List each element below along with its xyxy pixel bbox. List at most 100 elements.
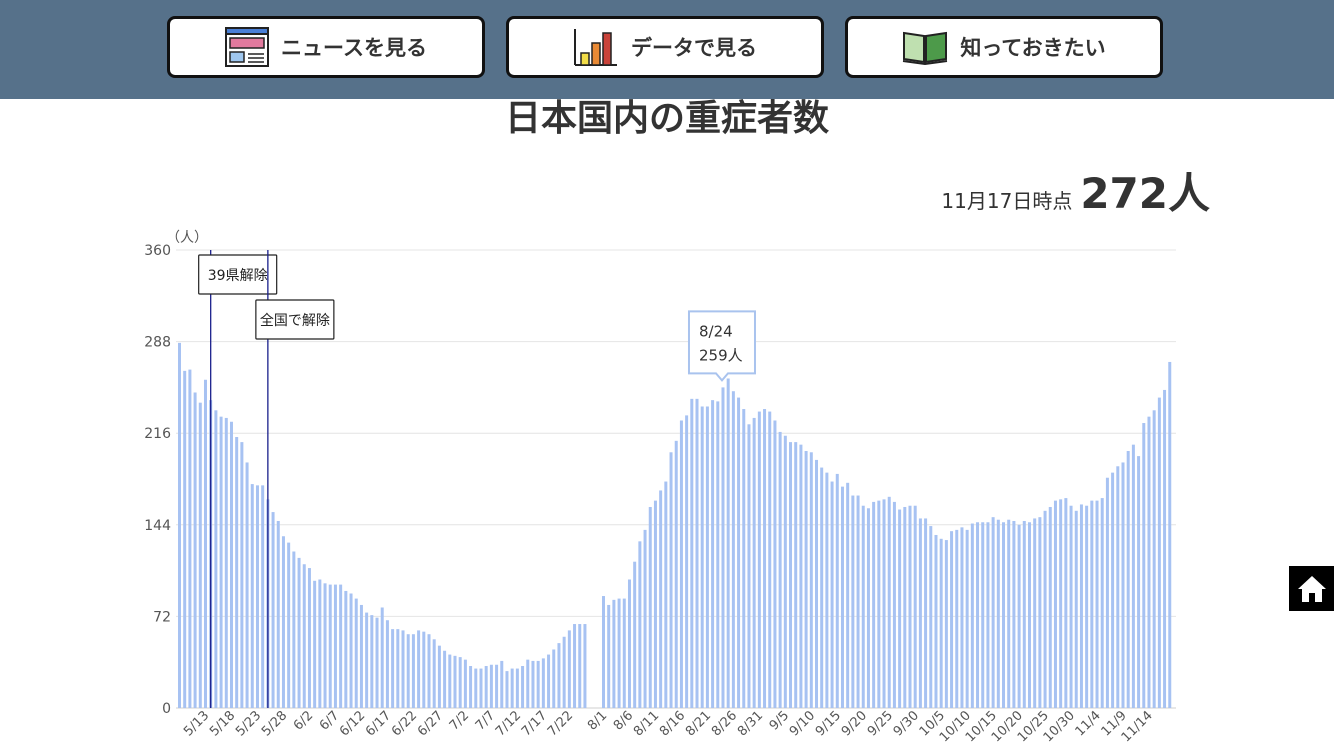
x-tick-label: 6/27 bbox=[415, 708, 446, 739]
bar bbox=[573, 624, 577, 708]
bar bbox=[752, 417, 756, 708]
x-tick-label: 9/10 bbox=[787, 708, 818, 739]
home-icon bbox=[1297, 575, 1326, 602]
news-button-label: ニュースを見る bbox=[281, 36, 427, 60]
bar bbox=[344, 590, 348, 708]
bar bbox=[1059, 499, 1063, 708]
bar bbox=[562, 636, 566, 708]
know-button-label: 知っておきたい bbox=[960, 36, 1106, 60]
bar bbox=[463, 659, 467, 708]
x-tick-label: 5/18 bbox=[207, 708, 238, 739]
bar bbox=[627, 579, 631, 708]
bar bbox=[380, 607, 384, 708]
bar bbox=[552, 649, 556, 708]
bar bbox=[820, 467, 824, 708]
event-label: 39県解除 bbox=[208, 268, 268, 284]
x-tick-label: 6/12 bbox=[337, 708, 368, 739]
bar bbox=[479, 668, 483, 708]
bar bbox=[887, 496, 891, 708]
bar bbox=[583, 624, 587, 708]
bars bbox=[178, 342, 1172, 708]
bar bbox=[411, 634, 415, 708]
bar bbox=[679, 420, 683, 708]
bar bbox=[643, 529, 647, 708]
bar bbox=[1064, 498, 1068, 708]
bar bbox=[835, 473, 839, 708]
bar bbox=[531, 660, 535, 708]
bar bbox=[950, 531, 954, 708]
bar bbox=[918, 518, 922, 708]
bar bbox=[960, 527, 964, 708]
bar bbox=[1012, 520, 1016, 708]
x-tick-label: 6/22 bbox=[389, 708, 420, 739]
x-tick-label: 8/31 bbox=[735, 708, 766, 739]
bar bbox=[1043, 510, 1047, 708]
bar bbox=[1095, 500, 1099, 708]
know-button[interactable]: 知っておきたい bbox=[845, 16, 1163, 78]
bar bbox=[339, 584, 343, 708]
bar bbox=[245, 462, 249, 708]
bar bbox=[602, 596, 605, 708]
bar bbox=[375, 617, 379, 708]
bar bbox=[892, 501, 896, 708]
bar bbox=[1121, 462, 1125, 708]
bar bbox=[250, 484, 254, 708]
x-tick-label: 8/26 bbox=[709, 708, 740, 739]
bar bbox=[913, 505, 917, 708]
bar bbox=[396, 629, 400, 708]
bar bbox=[432, 639, 436, 708]
as-of-summary: 11月17日時点 272人 bbox=[941, 160, 1210, 221]
bar bbox=[700, 406, 704, 708]
bar bbox=[1038, 517, 1042, 708]
bar bbox=[794, 442, 798, 708]
bar bbox=[851, 495, 855, 708]
bar bbox=[484, 666, 488, 708]
bar bbox=[1048, 506, 1052, 708]
bar bbox=[1069, 505, 1073, 708]
bar bbox=[526, 659, 530, 708]
bar bbox=[292, 551, 296, 708]
bar bbox=[659, 490, 663, 708]
y-tick-label: 288 bbox=[144, 335, 171, 351]
bar bbox=[193, 392, 197, 708]
bar bbox=[924, 518, 928, 708]
bar bbox=[965, 529, 969, 708]
bar bbox=[669, 452, 673, 708]
bar bbox=[1027, 522, 1031, 708]
bar bbox=[500, 660, 504, 708]
x-tick-label: 7/17 bbox=[519, 708, 550, 739]
bar bbox=[882, 499, 886, 708]
bar bbox=[1137, 456, 1141, 708]
bar bbox=[612, 599, 616, 708]
bar bbox=[1163, 389, 1167, 708]
data-button[interactable]: データで見る bbox=[506, 16, 824, 78]
bar bbox=[814, 459, 818, 708]
bar bbox=[188, 369, 192, 708]
bar bbox=[638, 541, 642, 708]
y-tick-label: 216 bbox=[144, 426, 171, 442]
home-button[interactable] bbox=[1289, 566, 1334, 611]
bar bbox=[229, 421, 233, 708]
bar bbox=[183, 370, 187, 708]
bar bbox=[1007, 519, 1011, 708]
bar bbox=[778, 431, 782, 708]
bar bbox=[721, 387, 725, 708]
bar bbox=[1100, 498, 1104, 708]
x-tick-label: 8/21 bbox=[683, 708, 714, 739]
bar bbox=[944, 540, 948, 708]
event-label: 全国で解除 bbox=[260, 312, 330, 329]
news-button[interactable]: ニュースを見る bbox=[167, 16, 485, 78]
x-tick-label: 8/11 bbox=[631, 708, 662, 739]
x-tick-label: 9/20 bbox=[839, 708, 870, 739]
bar bbox=[955, 529, 959, 708]
bar bbox=[240, 442, 244, 708]
event-label-box bbox=[198, 254, 278, 295]
bar bbox=[349, 593, 353, 708]
bar bbox=[214, 410, 218, 708]
bar bbox=[235, 437, 239, 708]
bar-chart-icon bbox=[574, 29, 617, 66]
bar bbox=[1079, 504, 1083, 708]
bar bbox=[297, 557, 301, 708]
bar bbox=[986, 522, 990, 708]
newspaper-icon bbox=[225, 27, 270, 67]
